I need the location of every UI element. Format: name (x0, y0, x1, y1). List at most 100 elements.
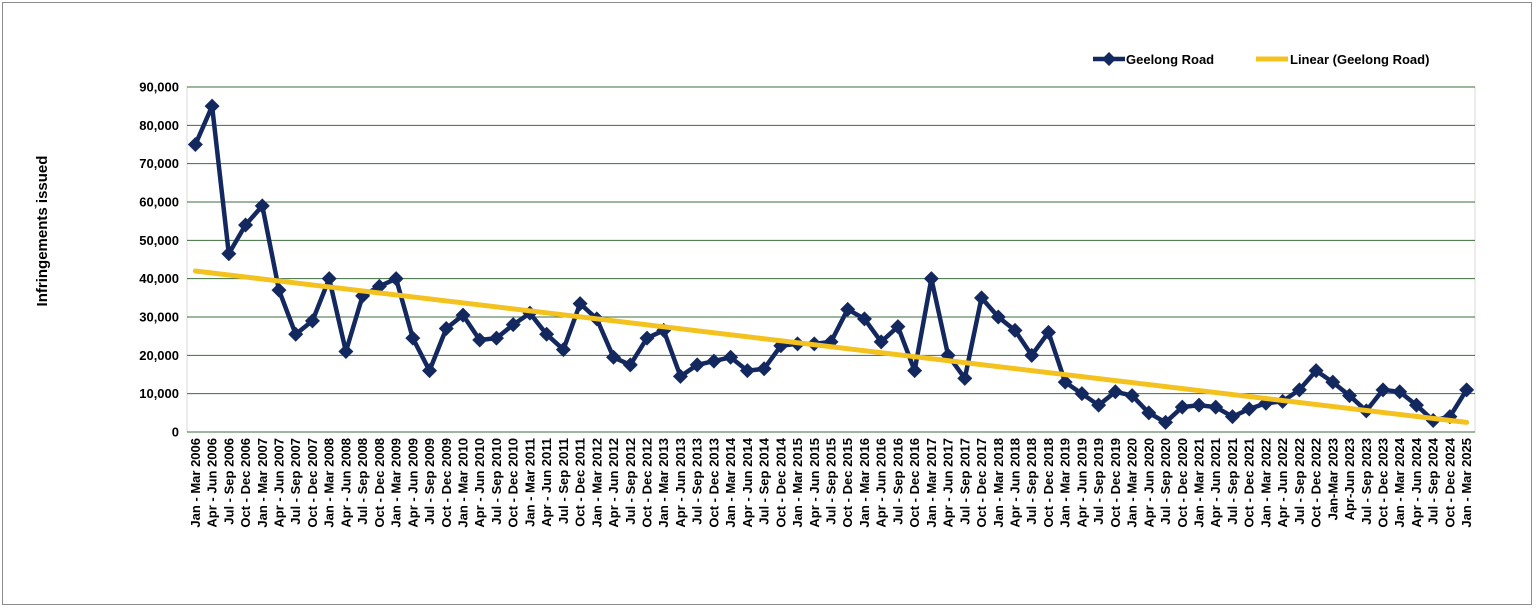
data-point-marker (405, 330, 421, 346)
data-point-marker (304, 313, 320, 329)
y-axis-label: Infringements issued (34, 156, 51, 307)
x-axis-ticks: Jan - Mar 2006 Apr - Jun 2006 Jul - Sep 20… (188, 437, 1474, 527)
data-point-marker (1091, 397, 1107, 413)
y-tick-label: 30,000 (139, 310, 179, 325)
x-tick-label: Jan - Mar 2011 (522, 438, 537, 527)
x-tick-label: Jan - Mar 2012 (589, 438, 604, 528)
x-tick-label: Jul - Sep 2015 (824, 438, 839, 525)
x-tick-label: Oct - Dec 2022 (1309, 438, 1324, 528)
x-tick-label: Oct - Dec 2016 (907, 438, 922, 528)
y-tick-label: 80,000 (139, 118, 179, 133)
data-point-marker (271, 282, 287, 298)
data-point-marker (923, 271, 939, 287)
x-tick-label: Jan-Mar 2023 (1325, 438, 1340, 520)
data-point-marker (1074, 386, 1090, 402)
x-tick-label: Jul - Sep 2008 (355, 438, 370, 525)
legend[interactable]: Geelong Road Linear (Geelong Road) (1093, 52, 1429, 67)
data-point-marker (1308, 363, 1324, 379)
data-point-marker (639, 330, 655, 346)
data-point-marker (706, 353, 722, 369)
x-tick-label: Apr - Jun 2011 (539, 438, 554, 527)
x-tick-label: Jan - Mar 2008 (322, 438, 337, 528)
y-tick-label: 40,000 (139, 271, 179, 286)
x-tick-label: Jul - Sep 2007 (288, 438, 303, 525)
data-point-marker (957, 370, 973, 386)
data-point-marker (1124, 388, 1140, 404)
x-tick-label: Oct - Dec 2014 (773, 437, 788, 527)
x-tick-label: Jan - Mar 2018 (991, 438, 1006, 528)
x-tick-label: Jul - Sep 2014 (757, 437, 772, 524)
data-point-marker (739, 363, 755, 379)
x-tick-label: Oct - Dec 2017 (974, 438, 989, 528)
data-point-marker (472, 332, 488, 348)
data-point-marker (438, 321, 454, 336)
data-point-marker (1342, 388, 1358, 404)
data-point-marker (1459, 382, 1475, 398)
data-point-marker (990, 309, 1006, 325)
x-tick-label: Jan - Mar 2014 (723, 437, 738, 527)
x-tick-label: Jan - Mar 2016 (857, 438, 872, 528)
data-point-marker (873, 334, 889, 350)
data-point-marker (321, 271, 337, 287)
x-tick-label: Apr - Jun 2008 (338, 438, 353, 528)
data-point-marker (288, 326, 304, 342)
y-tick-label: 90,000 (139, 80, 179, 95)
legend-item-linear[interactable]: Linear (Geelong Road) (1256, 52, 1429, 67)
plot-area (186, 86, 1476, 433)
x-tick-label: Oct - Dec 2021 (1242, 438, 1257, 528)
data-point-marker (1208, 399, 1224, 415)
y-tick-label: 20,000 (139, 348, 179, 363)
y-axis-ticks: 0 10,000 20,000 30,000 40,000 50,000 60,000 70,… (139, 80, 179, 440)
data-point-marker (672, 368, 688, 384)
data-point-marker (422, 363, 438, 379)
data-point-marker (974, 290, 990, 306)
x-tick-label: Jan - Mar 2015 (790, 438, 805, 528)
x-tick-label: Apr - Jun 2024 (1409, 437, 1424, 527)
data-point-marker (572, 296, 588, 312)
x-tick-label: Oct - Dec 2007 (305, 438, 320, 528)
x-tick-label: Apr - Jun 2019 (1074, 438, 1089, 528)
x-tick-label: Jan - Mar 2024 (1392, 437, 1407, 527)
data-point-marker (756, 361, 772, 377)
x-tick-label: Apr - Jun 2006 (205, 438, 220, 528)
data-point-marker (1224, 409, 1240, 425)
x-tick-label: Apr - Jun 2015 (807, 438, 822, 528)
data-point-marker (1024, 347, 1040, 363)
legend-series-marker (1102, 52, 1116, 66)
x-tick-label: Jan - Mar 2022 (1258, 438, 1273, 528)
x-tick-label: Oct - Dec 2019 (1108, 438, 1123, 528)
x-tick-label: Oct - Dec 2010 (506, 438, 521, 528)
linear-trendline (192, 268, 1470, 425)
x-tick-label: Apr - Jun 2021 (1208, 438, 1223, 528)
x-tick-label: Jan - Mar 2009 (389, 438, 404, 528)
data-point-marker (338, 344, 354, 359)
data-point-marker (505, 317, 521, 333)
x-tick-label: Apr - Jun 2014 (740, 437, 755, 527)
data-point-marker (1392, 384, 1408, 400)
data-point-marker (1191, 397, 1207, 413)
x-tick-label: Oct - Dec 2018 (1041, 438, 1056, 528)
x-tick-label: Jan - Mar 2013 (656, 438, 671, 528)
data-point-marker (1375, 382, 1391, 398)
x-tick-label: Oct - Dec 2008 (372, 438, 387, 528)
x-tick-label: Jul - Sep 2013 (690, 438, 705, 525)
x-tick-label: Apr - Jun 2018 (1008, 438, 1023, 528)
legend-item-geelong-road[interactable]: Geelong Road (1093, 52, 1214, 67)
x-tick-label: Jul - Sep 2018 (1024, 438, 1039, 525)
data-point-marker (1007, 322, 1023, 338)
data-point-marker (723, 349, 739, 365)
x-tick-label: Jan - Mar 2025 (1459, 438, 1474, 528)
x-tick-label: Jan - Mar 2007 (255, 438, 270, 528)
y-tick-label: 50,000 (139, 233, 179, 248)
data-point-marker (1408, 397, 1424, 413)
x-tick-label: Oct - Dec 2009 (439, 438, 454, 528)
x-tick-label: Jul - Sep 2010 (489, 438, 504, 525)
x-tick-label: Jul - Sep 2011 (556, 438, 571, 524)
data-point-marker (187, 137, 203, 152)
data-point-marker (488, 330, 504, 346)
data-point-marker (890, 319, 906, 335)
y-tick-label: 10,000 (139, 386, 179, 401)
data-point-marker (622, 357, 638, 373)
x-tick-label: Jan - Mar 2021 (1192, 438, 1207, 528)
